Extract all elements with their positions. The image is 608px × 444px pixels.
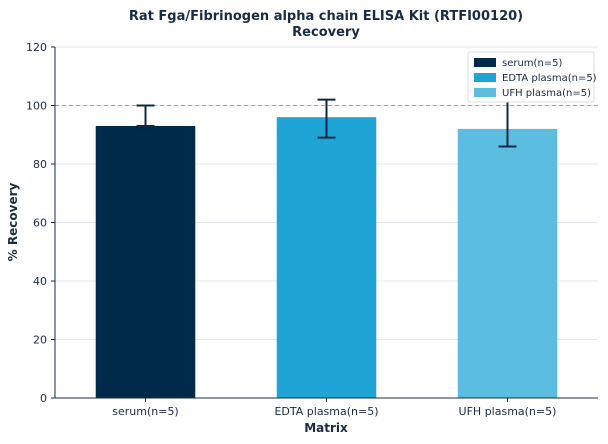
y-tick-label: 80 — [33, 158, 47, 171]
y-tick-label: 0 — [40, 392, 47, 405]
x-tick-label: serum(n=5) — [112, 405, 178, 418]
x-tick-label: EDTA plasma(n=5) — [274, 405, 378, 418]
legend-swatch — [474, 58, 496, 67]
error-bars — [136, 98, 517, 148]
chart-title: Rat Fga/Fibrinogen alpha chain ELISA Kit… — [129, 9, 523, 24]
y-tick-label: 40 — [33, 275, 47, 288]
legend-swatch — [474, 88, 496, 97]
y-tick-label: 120 — [26, 41, 47, 54]
chart-subtitle: Recovery — [292, 25, 360, 40]
x-tick-labels: serum(n=5) EDTA plasma(n=5) UFH plasma(n=5… — [112, 398, 556, 418]
bars — [95, 117, 558, 398]
y-tick-label: 100 — [26, 100, 47, 113]
legend-label: UFH plasma(n=5) — [502, 88, 591, 99]
bar — [457, 128, 558, 398]
legend-swatch — [474, 73, 496, 82]
y-tick-label: 20 — [33, 334, 47, 347]
legend: serum(n=5) EDTA plasma(n=5) UFH plasma(n=5… — [467, 51, 597, 103]
bar — [95, 125, 196, 398]
y-axis-label: % Recovery — [6, 183, 20, 262]
bar — [276, 117, 377, 398]
legend-label: serum(n=5) — [502, 58, 563, 69]
y-tick-labels: 0 20 40 60 80 100 120 — [26, 41, 55, 405]
legend-label: EDTA plasma(n=5) — [502, 73, 597, 84]
legend-box — [467, 51, 595, 103]
x-axis-label: Matrix — [304, 421, 348, 435]
x-tick-label: UFH plasma(n=5) — [459, 405, 557, 418]
y-tick-label: 60 — [33, 217, 47, 230]
